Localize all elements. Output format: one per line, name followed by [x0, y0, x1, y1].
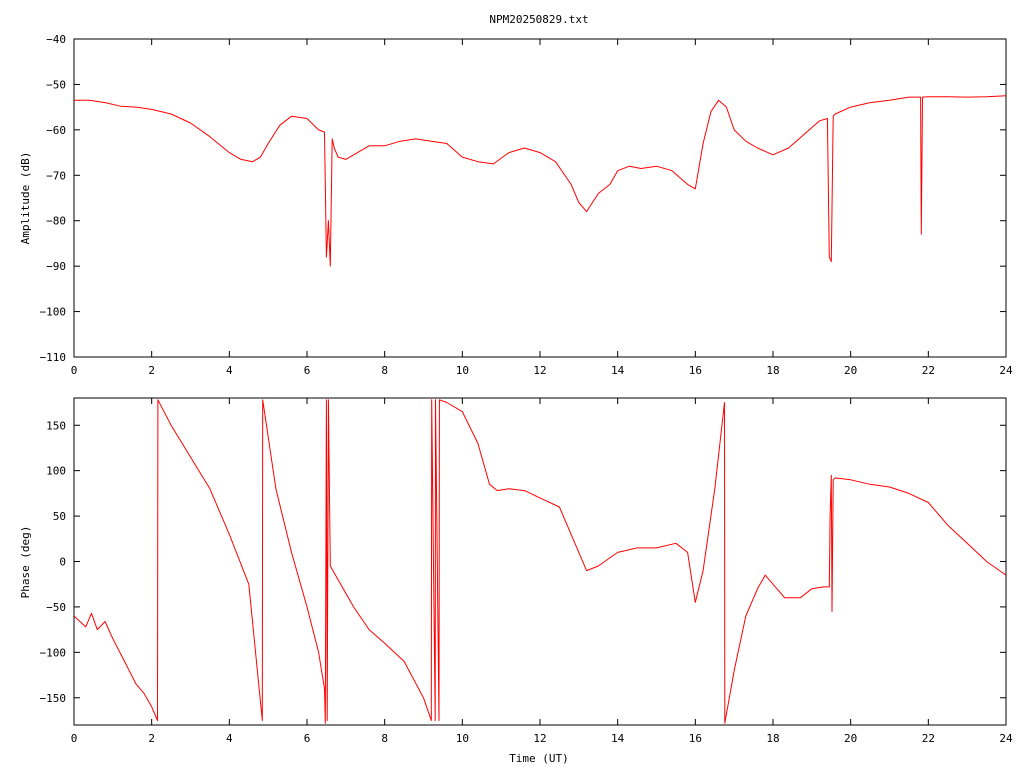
phase-tick-labels: 0 2 4 6 8 10 12 14 16 18 20 22 24−150−100−5005010015…	[40, 419, 1013, 745]
phase-plot-frame	[73, 397, 1007, 726]
amplitude-y-tick-label: −60	[46, 124, 66, 137]
amplitude-x-tick-label: 0	[71, 364, 78, 377]
phase-x-tick-label: 4	[226, 732, 233, 745]
amplitude-y-tick-label: −50	[46, 78, 66, 91]
phase-y-tick-label: 50	[53, 510, 66, 523]
phase-x-tick-label: 2	[148, 732, 155, 745]
amplitude-x-tick-label: 20	[844, 364, 857, 377]
phase-x-tick-label: 10	[456, 732, 469, 745]
phase-y-tick-label: 100	[46, 465, 66, 478]
phase-x-tick-label: 18	[766, 732, 779, 745]
amplitude-y-tick-label: −90	[46, 260, 66, 273]
amplitude-x-tick-label: 4	[226, 364, 233, 377]
phase-x-tick-label: 6	[304, 732, 311, 745]
amplitude-tick-labels: 0 2 4 6 8 10 12 14 16 18 20 22 24−110−100−90−80−70−6…	[40, 33, 1013, 377]
phase-panel: Phase (deg) 0 2 4 6 8 10 12 14 16 18 20 22 24−150−10…	[19, 397, 1013, 765]
amplitude-y-tick-label: −70	[46, 169, 66, 182]
amplitude-x-tick-label: 14	[611, 364, 625, 377]
phase-x-tick-label: 24	[999, 732, 1013, 745]
amplitude-x-tick-label: 18	[766, 364, 779, 377]
phase-y-tick-label: 0	[59, 556, 66, 569]
amplitude-plot-frame	[73, 38, 1007, 358]
phase-x-tick-label: 12	[533, 732, 546, 745]
amplitude-x-tick-label: 10	[456, 364, 469, 377]
phase-y-tick-label: −50	[46, 601, 66, 614]
amplitude-y-tick-label: −110	[40, 351, 67, 364]
amplitude-ticks	[73, 38, 1007, 358]
amplitude-x-tick-label: 12	[533, 364, 546, 377]
phase-x-tick-label: 22	[922, 732, 935, 745]
amplitude-panel: Amplitude (dB) 0 2 4 6 8 10 12 14 16 18 20 22 24−110…	[19, 33, 1013, 377]
phase-x-tick-label: 0	[71, 732, 78, 745]
amplitude-x-tick-label: 24	[999, 364, 1013, 377]
amplitude-y-tick-label: −40	[46, 33, 66, 46]
phase-series-line	[73, 399, 1007, 724]
amplitude-x-tick-label: 16	[689, 364, 702, 377]
phase-y-tick-label: −150	[40, 692, 67, 705]
phase-x-tick-label: 8	[381, 732, 388, 745]
time-x-axis-label: Time (UT)	[509, 752, 569, 765]
phase-x-tick-label: 14	[611, 732, 625, 745]
chart-title: NPM20250829.txt	[489, 13, 588, 26]
phase-x-tick-label: 16	[689, 732, 702, 745]
amplitude-x-tick-label: 22	[922, 364, 935, 377]
amplitude-y-tick-label: −80	[46, 215, 66, 228]
phase-y-tick-label: −100	[40, 646, 67, 659]
amplitude-x-tick-label: 6	[304, 364, 311, 377]
amplitude-y-axis-label: Amplitude (dB)	[19, 152, 32, 245]
phase-y-tick-label: 150	[46, 419, 66, 432]
amplitude-x-tick-label: 2	[148, 364, 155, 377]
amplitude-x-tick-label: 8	[381, 364, 388, 377]
amplitude-series-line	[74, 95, 1007, 267]
amplitude-y-tick-label: −100	[40, 306, 67, 319]
phase-y-axis-label: Phase (deg)	[19, 526, 32, 599]
phase-ticks	[73, 398, 1007, 725]
phase-x-tick-label: 20	[844, 732, 857, 745]
